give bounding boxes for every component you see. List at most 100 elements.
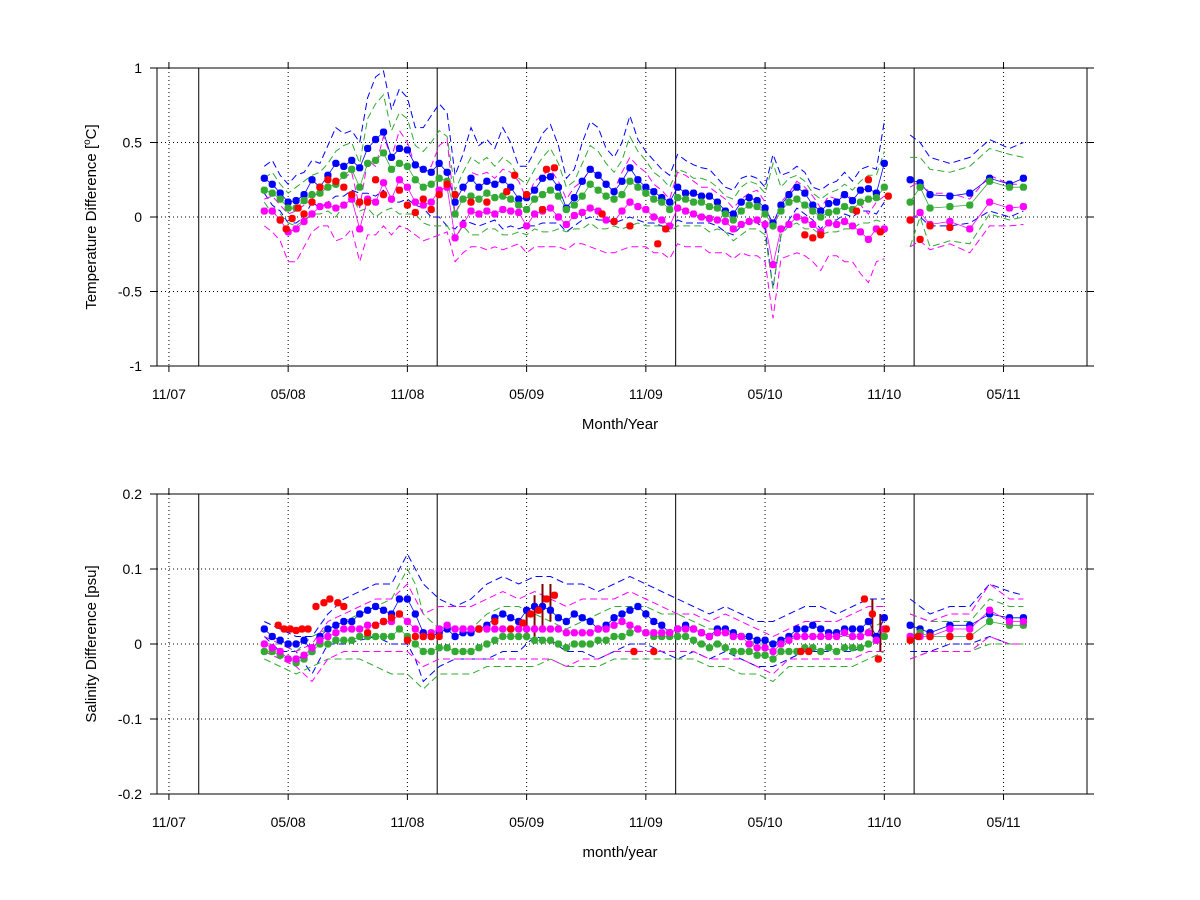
data-point (745, 194, 753, 202)
red-data-point (419, 632, 427, 641)
data-point (658, 632, 666, 641)
red-data-point (395, 186, 404, 194)
data-point (713, 640, 722, 648)
data-point (483, 177, 491, 185)
red-data-point (852, 207, 861, 215)
data-point (793, 213, 801, 221)
x-tick-label: 11/10 (867, 386, 901, 402)
data-point (364, 621, 372, 629)
red-data-point (801, 231, 809, 239)
data-point (538, 636, 547, 644)
data-point (522, 606, 531, 614)
grid (157, 67, 1087, 367)
data-point (832, 647, 841, 656)
data-point (570, 640, 578, 648)
data-point (292, 640, 300, 648)
data-point (427, 629, 435, 637)
band-line (264, 224, 1024, 319)
data-point (260, 647, 268, 656)
data-point (848, 205, 857, 214)
data-point (966, 201, 974, 209)
x-tick-label: 05/10 (748, 814, 783, 830)
data-point (411, 176, 419, 184)
data-point (946, 621, 954, 629)
data-point (284, 655, 292, 663)
y-tick-label: 0.2 (123, 486, 143, 502)
data-point (379, 632, 388, 641)
red-points (274, 591, 974, 663)
data-point (650, 632, 658, 641)
data-point (491, 614, 499, 622)
data-point (546, 625, 555, 633)
data-point (697, 192, 706, 200)
data-point (515, 617, 523, 626)
data-point (1005, 621, 1014, 629)
data-point (1005, 183, 1014, 191)
data-point (538, 625, 547, 633)
data-point (435, 625, 443, 633)
data-point (570, 201, 578, 209)
data-point (721, 217, 729, 226)
data-point (411, 625, 419, 633)
data-point (403, 146, 412, 154)
data-point (825, 208, 833, 217)
data-point (626, 629, 634, 637)
band-line (264, 635, 1024, 683)
y-tick-label: 0 (134, 209, 142, 225)
data-point (451, 625, 459, 633)
data-point (586, 629, 594, 637)
red-data-point (334, 599, 342, 607)
data-point (292, 655, 300, 663)
data-point (946, 192, 954, 200)
data-point (986, 617, 994, 626)
data-point (507, 195, 515, 203)
red-data-point (427, 632, 435, 641)
data-point (737, 632, 745, 641)
data-point (864, 640, 873, 648)
red-data-point (503, 188, 511, 196)
data-point (737, 207, 745, 215)
data-point (745, 640, 753, 648)
data-point (443, 168, 451, 176)
data-point (387, 165, 396, 173)
data-point (348, 195, 356, 203)
data-point (737, 220, 745, 229)
red-data-point (371, 621, 380, 629)
data-point (785, 220, 793, 229)
data-point (356, 183, 364, 191)
red-data-point (379, 617, 388, 626)
data-point (642, 189, 650, 197)
red-data-point (403, 201, 412, 209)
data-point (435, 159, 443, 167)
data-point (729, 629, 737, 637)
data-point (793, 183, 801, 191)
y-tick-label: 0.5 (123, 135, 143, 151)
data-point (848, 632, 857, 641)
data-point (395, 595, 404, 603)
data-point (916, 179, 924, 187)
data-point (546, 606, 555, 614)
data-point (713, 204, 722, 212)
data-point (316, 632, 324, 641)
red-data-point (332, 177, 340, 185)
data-point (721, 625, 729, 633)
red-data-point (395, 610, 404, 618)
data-point (864, 617, 873, 626)
data-point (554, 625, 563, 633)
data-point (906, 621, 914, 629)
data-point (602, 216, 610, 224)
data-point (419, 647, 427, 656)
data-point (618, 610, 626, 618)
red-data-point (526, 610, 535, 618)
red-data-point (435, 191, 443, 199)
red-data-point (340, 602, 348, 611)
data-point (761, 644, 769, 652)
red-data-point (511, 171, 519, 179)
red-data-point (864, 176, 873, 184)
red-data-point (906, 216, 914, 224)
data-point (427, 647, 435, 656)
data-point (1005, 617, 1014, 626)
data-point (610, 632, 618, 641)
data-point (610, 195, 618, 203)
data-point (801, 625, 809, 633)
